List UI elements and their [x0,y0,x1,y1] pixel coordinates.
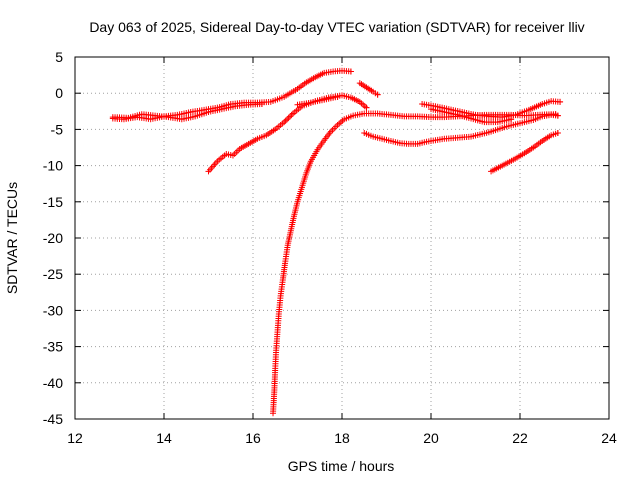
y-tick-label: 5 [55,49,63,65]
data-point [288,111,295,118]
series-track-7 [361,111,561,147]
y-tick-label: -40 [43,375,63,391]
y-tick-label: 0 [55,85,63,101]
data-point [282,117,289,124]
series-track-10 [488,130,561,175]
x-tick-label: 12 [67,430,83,446]
series-track-2 [109,101,265,123]
y-tick-label: -35 [43,339,63,355]
data-point [281,119,288,126]
data-point [347,68,354,75]
x-tick-label: 24 [601,430,617,446]
x-tick-label: 20 [423,430,439,446]
data-point [285,114,292,121]
data-point [554,130,561,137]
data-point [374,91,381,98]
x-tick-label: 22 [512,430,528,446]
data-point [287,113,294,120]
axis-ticks: 12 14 16 18 20 22 24 5 0 -5 -10 -15 -20 -25 -30 -35 -40 -… [43,49,617,446]
series-track-5 [294,93,341,108]
y-tick-label: -10 [43,158,63,174]
data-point [554,112,561,119]
y-tick-label: -45 [43,411,63,427]
y-tick-label: -25 [43,266,63,282]
y-axis-label: SDTVAR / TECUs [4,182,20,294]
y-tick-label: -20 [43,230,63,246]
data-marks [109,67,564,417]
series-track-8 [419,98,564,121]
x-axis-label: GPS time / hours [288,458,395,474]
x-tick-label: 16 [245,430,261,446]
y-tick-label: -15 [43,194,63,210]
y-tick-label: -5 [51,121,64,137]
data-point [508,116,515,123]
data-point [334,93,341,100]
series-track-4 [205,92,370,175]
x-tick-label: 18 [334,430,350,446]
chart-title: Day 063 of 2025, Sidereal Day-to-day VTE… [89,19,584,35]
series-track-3 [356,80,381,98]
data-point [557,98,564,105]
data-point [284,116,291,123]
y-tick-label: -30 [43,302,63,318]
x-tick-label: 14 [156,430,172,446]
data-point [258,101,265,108]
series-track-9 [428,106,515,126]
data-point [363,104,370,111]
